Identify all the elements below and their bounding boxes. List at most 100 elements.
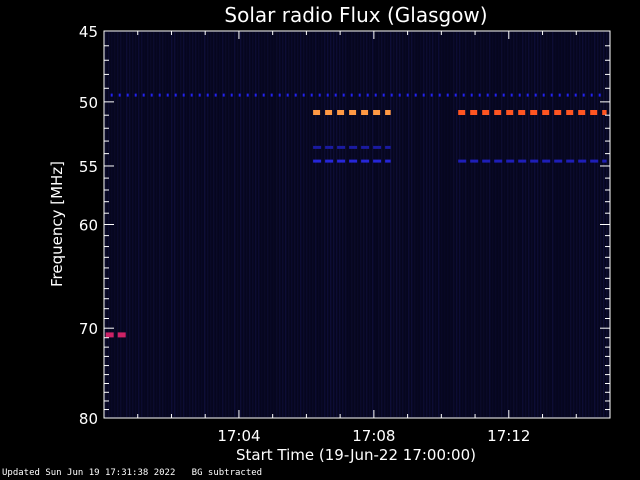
noise-stripe — [378, 32, 380, 417]
emission-segment — [190, 93, 193, 97]
noise-stripe — [453, 32, 455, 417]
noise-stripe — [519, 32, 521, 417]
noise-stripe — [156, 32, 158, 417]
emission-segment — [590, 159, 599, 163]
emission-segment — [582, 93, 585, 97]
noise-stripe — [153, 32, 155, 417]
noise-stripe — [321, 32, 323, 417]
emission-segment — [542, 159, 551, 163]
emission-segment — [105, 332, 114, 338]
emission-segment — [198, 93, 201, 97]
chart-title: Solar radio Flux (Glasgow) — [224, 3, 487, 27]
y-tick-label: 50 — [79, 94, 98, 112]
emission-segment — [542, 110, 550, 115]
noise-stripe — [273, 32, 275, 417]
noise-stripe — [168, 32, 170, 417]
emission-segment — [222, 93, 225, 97]
x-axis-label: Start Time (19-Jun-22 17:00:00) — [236, 446, 476, 464]
y-tick-label: 55 — [79, 158, 98, 176]
emission-segment — [526, 93, 529, 97]
noise-stripe — [468, 32, 470, 417]
noise-stripe — [198, 32, 200, 417]
noise-stripe — [465, 32, 467, 417]
noise-stripe — [579, 32, 581, 417]
noise-stripe — [267, 32, 269, 417]
noise-stripe — [564, 32, 566, 417]
y-tick-label: 45 — [79, 23, 98, 41]
emission-segment — [270, 93, 273, 97]
emission-segment — [482, 159, 491, 163]
noise-stripe — [249, 32, 251, 417]
noise-stripe — [462, 32, 464, 417]
noise-stripe — [522, 32, 524, 417]
noise-stripe — [516, 32, 518, 417]
noise-stripe — [291, 32, 293, 417]
emission-segment — [342, 93, 345, 97]
emission-segment — [602, 110, 607, 115]
emission-segment — [390, 93, 393, 97]
noise-stripe — [528, 32, 530, 417]
emission-features — [105, 93, 607, 338]
emission-segment — [349, 159, 358, 163]
noise-stripe — [510, 32, 512, 417]
noise-stripe — [390, 32, 392, 417]
emission-segment — [350, 93, 353, 97]
emission-segment — [382, 93, 385, 97]
noise-stripe — [501, 32, 503, 417]
noise-stripe — [324, 32, 326, 417]
noise-stripe — [582, 32, 584, 417]
noise-stripe — [246, 32, 248, 417]
emission-segment — [174, 93, 177, 97]
noise-stripe — [483, 32, 485, 417]
noise-stripe — [372, 32, 374, 417]
noise-stripe — [546, 32, 548, 417]
emission-segment — [302, 93, 305, 97]
noise-stripe — [201, 32, 203, 417]
emission-segment — [518, 159, 527, 163]
emission-segment — [373, 145, 382, 149]
y-tick-label: 70 — [79, 320, 98, 338]
noise-stripe — [123, 32, 125, 417]
noise-stripe — [513, 32, 515, 417]
noise-stripe — [144, 32, 146, 417]
emission-segment — [430, 93, 433, 97]
emission-segment — [294, 93, 297, 97]
noise-stripe — [129, 32, 131, 417]
noise-stripe — [192, 32, 194, 417]
noise-stripe — [348, 32, 350, 417]
emission-segment — [482, 110, 490, 115]
emission-segment — [502, 93, 505, 97]
noise-stripe — [540, 32, 542, 417]
noise-stripe — [276, 32, 278, 417]
noise-stripe — [225, 32, 227, 417]
emission-segment — [590, 93, 593, 97]
noise-stripe — [573, 32, 575, 417]
noise-stripe — [303, 32, 305, 417]
emission-segment — [478, 93, 481, 97]
noise-stripe — [162, 32, 164, 417]
noise-stripe — [282, 32, 284, 417]
noise-stripe — [498, 32, 500, 417]
emission-segment — [554, 110, 562, 115]
noise-stripe — [180, 32, 182, 417]
emission-segment — [117, 332, 126, 338]
emission-segment — [310, 93, 313, 97]
noise-stripe — [150, 32, 152, 417]
status-footer: Updated Sun Jun 19 17:31:38 2022 BG subt… — [2, 468, 262, 478]
noise-stripe — [300, 32, 302, 417]
emission-segment — [602, 159, 607, 163]
emission-segment — [254, 93, 257, 97]
emission-segment — [313, 159, 322, 163]
emission-segment — [534, 93, 537, 97]
emission-segment — [358, 93, 361, 97]
emission-segment — [118, 93, 121, 97]
noise-stripes — [105, 32, 611, 417]
noise-stripe — [549, 32, 551, 417]
noise-stripe — [405, 32, 407, 417]
emission-segment — [158, 93, 161, 97]
emission-segment — [246, 93, 249, 97]
noise-stripe — [570, 32, 572, 417]
noise-stripe — [381, 32, 383, 417]
emission-segment — [286, 93, 289, 97]
